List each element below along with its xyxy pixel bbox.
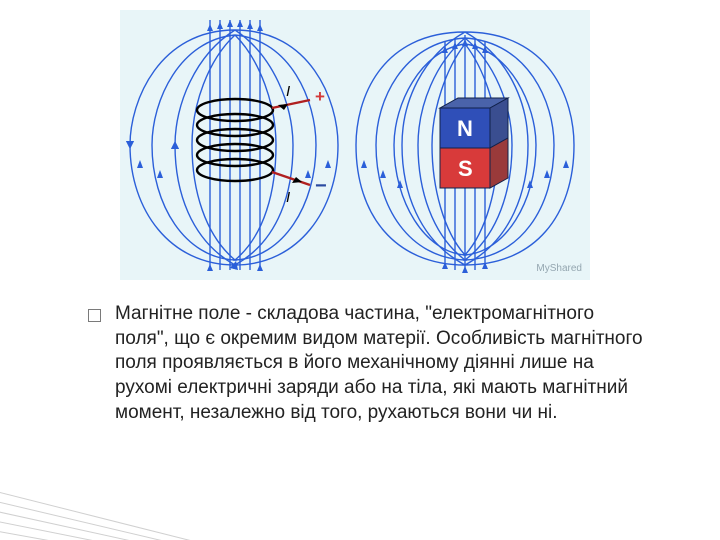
watermark: MyShared <box>536 263 582 274</box>
bar-magnet-diagram: N S <box>356 32 574 273</box>
magnet-n-label: N <box>457 116 473 141</box>
plus-sign: + <box>315 87 325 106</box>
corner-decor <box>0 430 220 540</box>
magnetic-field-figure: I I + − <box>120 10 590 280</box>
current-label-bottom: I <box>286 189 290 206</box>
minus-sign: − <box>315 175 327 197</box>
bullet-text: Магнітне поле - складова частина, "елект… <box>115 302 648 425</box>
magnet-s-label: S <box>458 156 473 181</box>
bullet-block: Магнітне поле - складова частина, "елект… <box>88 302 648 425</box>
bullet-marker-icon <box>88 309 101 322</box>
current-label-top: I <box>286 83 290 100</box>
solenoid-diagram: I I + − <box>130 20 338 271</box>
